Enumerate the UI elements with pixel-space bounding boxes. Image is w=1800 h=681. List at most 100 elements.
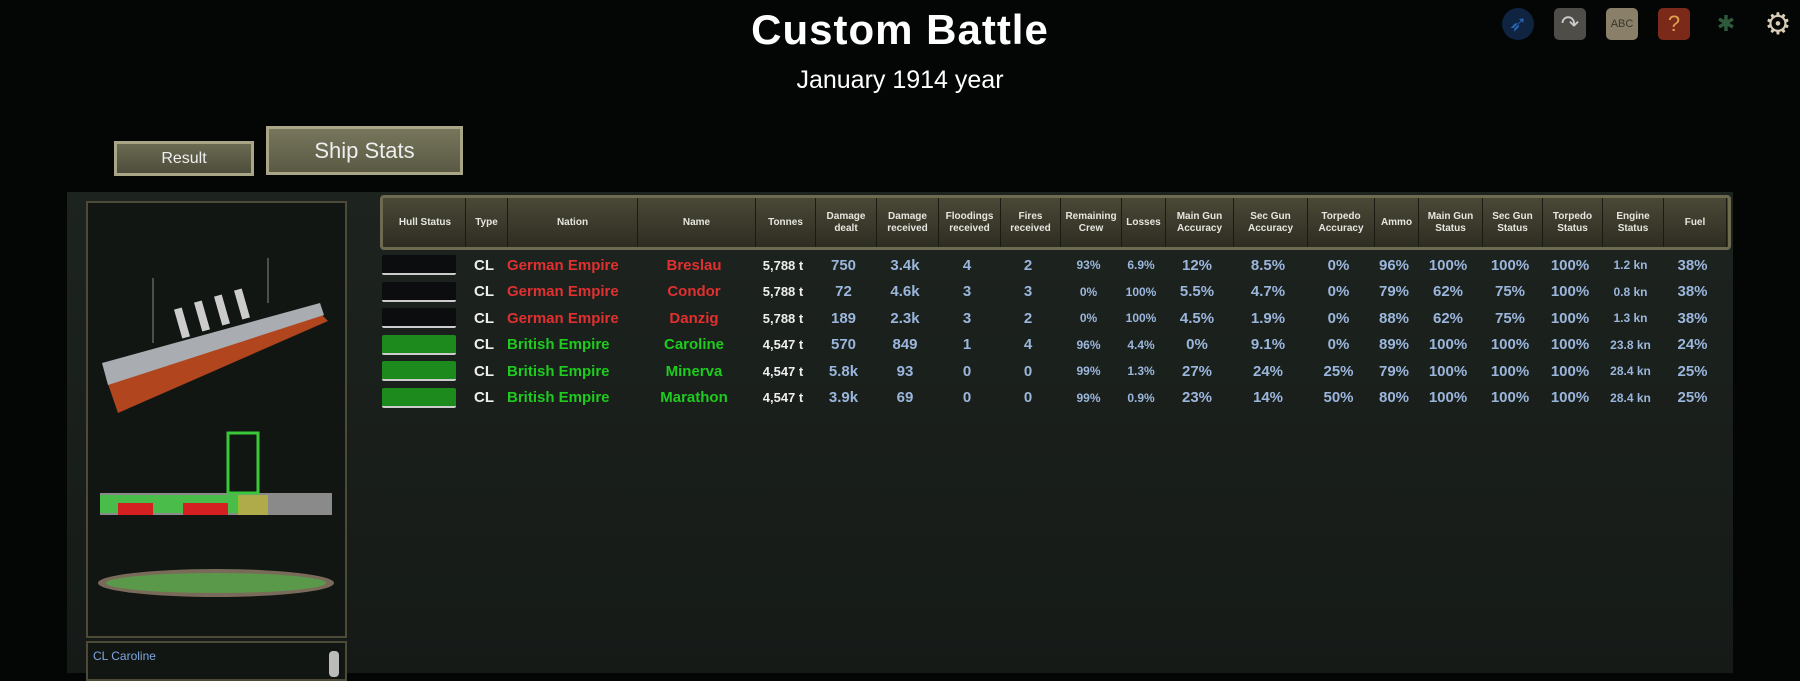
cell-tonnes: 4,547 t: [762, 390, 804, 406]
cell-mg-st: 100%: [1428, 336, 1468, 354]
hull-status-icon: [382, 334, 456, 355]
selected-ship-label: CL Caroline: [93, 649, 156, 663]
column-header[interactable]: Damage received: [877, 198, 939, 247]
cell-fires: 3: [1023, 283, 1033, 301]
cell-tp-acc: 0%: [1327, 336, 1350, 354]
cell-sg-acc: 1.9%: [1250, 309, 1286, 327]
cell-fuel: 24%: [1677, 336, 1708, 354]
cell-fires: 4: [1023, 336, 1033, 354]
column-header[interactable]: Fuel: [1664, 198, 1727, 247]
column-header[interactable]: Ammo: [1375, 198, 1419, 247]
hull-status-cell: [382, 332, 463, 359]
cell-sg-st: 100%: [1490, 256, 1530, 274]
cell-tp-st: 100%: [1550, 256, 1590, 274]
column-header[interactable]: Damage dealt: [816, 198, 877, 247]
cell-mg-acc: 27%: [1181, 362, 1213, 380]
cell-tp-st: 100%: [1550, 362, 1590, 380]
tab-result[interactable]: Result: [114, 141, 254, 176]
tab-ship-stats[interactable]: Ship Stats: [266, 126, 463, 175]
cell-engine: 0.8 kn: [1613, 284, 1648, 299]
column-header[interactable]: Floodings received: [939, 198, 1001, 247]
column-header[interactable]: Hull Status: [385, 198, 466, 247]
cell-nation: German Empire: [507, 283, 619, 301]
cell-fuel: 25%: [1677, 389, 1708, 407]
cell-type: CL: [474, 362, 494, 380]
cell-nation: German Empire: [507, 309, 619, 327]
abc-blocks-icon[interactable]: ABC: [1606, 8, 1638, 40]
cell-tonnes: 4,547 t: [762, 337, 804, 353]
cell-dmg-recv: 69: [896, 389, 914, 407]
cell-fires: 2: [1023, 256, 1033, 274]
table-row[interactable]: CL British Empire Caroline 4,547 t 570 849 1 4 9…: [382, 332, 1733, 359]
column-header[interactable]: Torpedo Accuracy: [1308, 198, 1375, 247]
column-header[interactable]: Main Gun Accuracy: [1166, 198, 1234, 247]
cell-tonnes: 5,788 t: [762, 284, 804, 300]
cell-nation: British Empire: [507, 362, 610, 380]
cell-dmg-recv: 2.3k: [890, 309, 920, 327]
cell-fuel: 38%: [1677, 283, 1708, 301]
hull-status-cell: [382, 358, 463, 385]
hull-status-cell: [382, 279, 463, 306]
cell-dmg-dealt: 5.8k: [828, 362, 859, 380]
help-book-icon[interactable]: ?: [1658, 8, 1690, 40]
cell-crew: 0%: [1079, 311, 1098, 326]
cell-name: Minerva: [665, 362, 723, 380]
cell-tonnes: 5,788 t: [762, 310, 804, 326]
cell-flood: 0: [962, 389, 972, 407]
column-header[interactable]: Name: [638, 198, 756, 247]
column-header[interactable]: Nation: [508, 198, 638, 247]
cell-sg-acc: 24%: [1252, 362, 1284, 380]
column-header[interactable]: Torpedo Status: [1543, 198, 1603, 247]
page-title: Custom Battle: [751, 6, 1049, 53]
column-header[interactable]: Remaining Crew: [1061, 198, 1122, 247]
column-header[interactable]: Sec Gun Status: [1483, 198, 1543, 247]
column-header[interactable]: Fires received: [1001, 198, 1061, 247]
hull-status-icon: [382, 255, 456, 276]
cell-name: Danzig: [669, 309, 719, 327]
cell-mg-acc: 12%: [1181, 256, 1213, 274]
cell-mg-st: 100%: [1428, 362, 1468, 380]
column-header[interactable]: Main Gun Status: [1419, 198, 1483, 247]
table-row[interactable]: CL British Empire Marathon 4,547 t 3.9k 69 0 0 9…: [382, 385, 1733, 412]
cell-ammo: 96%: [1378, 256, 1410, 274]
cell-sg-acc: 4.7%: [1250, 283, 1286, 301]
arrow-icon[interactable]: ↷: [1554, 8, 1586, 40]
cell-dmg-dealt: 3.9k: [828, 389, 859, 407]
column-header[interactable]: Engine Status: [1603, 198, 1664, 247]
cell-crew: 0%: [1079, 284, 1098, 299]
compass-icon[interactable]: ➶: [1502, 8, 1534, 40]
column-header[interactable]: Losses: [1122, 198, 1166, 247]
cell-nation: British Empire: [507, 336, 610, 354]
cell-fuel: 25%: [1677, 362, 1708, 380]
cell-flood: 0: [962, 362, 972, 380]
cell-nation: German Empire: [507, 256, 619, 274]
cell-type: CL: [474, 389, 494, 407]
cell-fires: 2: [1023, 309, 1033, 327]
hull-status-cell: [382, 385, 463, 412]
cell-sg-st: 100%: [1490, 389, 1530, 407]
cell-dmg-dealt: 750: [830, 256, 857, 274]
date-subtitle: January 1914 year: [796, 66, 1004, 94]
cell-ammo: 88%: [1378, 309, 1410, 327]
scrollbar[interactable]: [329, 651, 339, 677]
column-header[interactable]: Type: [466, 198, 508, 247]
cell-sg-st: 75%: [1494, 283, 1526, 301]
column-header[interactable]: Tonnes: [756, 198, 816, 247]
table-row[interactable]: CL German Empire Danzig 5,788 t 189 2.3k 3 2 0% 1…: [382, 305, 1733, 332]
table-row[interactable]: CL German Empire Breslau 5,788 t 750 3.4k 4 2 93…: [382, 252, 1733, 279]
cell-sg-st: 100%: [1490, 362, 1530, 380]
cell-dmg-dealt: 189: [830, 309, 857, 327]
ship-stats-table: CL German Empire Breslau 5,788 t 750 3.4k 4 2 93…: [382, 252, 1733, 411]
cell-mg-acc: 5.5%: [1179, 283, 1215, 301]
cell-tp-st: 100%: [1550, 283, 1590, 301]
table-row[interactable]: CL British Empire Minerva 4,547 t 5.8k 93 0 0 99…: [382, 358, 1733, 385]
bug-icon[interactable]: ✱: [1716, 11, 1736, 36]
cell-ammo: 79%: [1378, 283, 1410, 301]
table-row[interactable]: CL German Empire Condor 5,788 t 72 4.6k 3 3 0% 10…: [382, 279, 1733, 306]
cell-tonnes: 5,788 t: [762, 257, 804, 273]
gear-icon[interactable]: ⚙: [1764, 7, 1792, 41]
cell-mg-st: 100%: [1428, 256, 1468, 274]
column-header[interactable]: Sec Gun Accuracy: [1234, 198, 1308, 247]
cell-losses: 1.3%: [1127, 364, 1155, 379]
cell-tonnes: 4,547 t: [762, 363, 804, 379]
